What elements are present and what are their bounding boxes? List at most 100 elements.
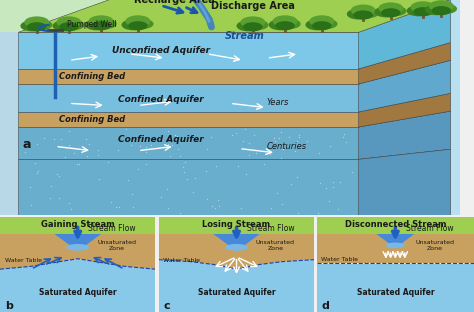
Point	[326, 199, 333, 204]
Text: Confining Bed: Confining Bed	[59, 72, 125, 81]
Point	[164, 48, 172, 53]
Point	[349, 46, 357, 51]
Point	[275, 136, 283, 141]
Point	[65, 143, 73, 148]
Polygon shape	[359, 111, 451, 159]
Point	[67, 207, 74, 212]
Circle shape	[407, 5, 430, 16]
Polygon shape	[159, 217, 314, 269]
Point	[171, 38, 179, 43]
Point	[112, 205, 120, 210]
Circle shape	[432, 6, 451, 15]
Point	[277, 155, 284, 160]
Polygon shape	[0, 217, 155, 269]
Point	[109, 39, 116, 44]
Point	[348, 169, 356, 174]
Point	[220, 86, 228, 91]
Point	[34, 142, 41, 147]
Text: Unsaturated
Zone: Unsaturated Zone	[415, 240, 454, 251]
Point	[278, 130, 285, 135]
Circle shape	[351, 5, 376, 16]
Point	[250, 133, 258, 138]
Point	[180, 170, 188, 175]
Text: Unsaturated
Zone: Unsaturated Zone	[256, 240, 295, 251]
Point	[176, 211, 183, 216]
Point	[277, 40, 285, 45]
Text: Years: Years	[267, 98, 289, 107]
Point	[99, 55, 107, 60]
Point	[211, 205, 219, 210]
Text: Confined Aquifer: Confined Aquifer	[118, 135, 204, 144]
Point	[98, 99, 105, 104]
Point	[46, 195, 54, 200]
Text: Stream Flow: Stream Flow	[88, 223, 136, 232]
Point	[235, 49, 242, 54]
Point	[208, 88, 216, 93]
Point	[65, 201, 73, 206]
Point	[246, 59, 254, 64]
Circle shape	[354, 10, 373, 20]
Polygon shape	[18, 0, 451, 32]
Circle shape	[89, 15, 114, 27]
Point	[29, 56, 36, 61]
Point	[283, 105, 291, 110]
Point	[143, 102, 150, 107]
Point	[272, 33, 279, 38]
Point	[322, 185, 330, 190]
Text: Disconnected Stream: Disconnected Stream	[345, 220, 446, 229]
Point	[143, 101, 151, 106]
Point	[271, 139, 279, 144]
Point	[77, 103, 84, 108]
Point	[275, 57, 283, 62]
Point	[324, 86, 332, 91]
Polygon shape	[213, 234, 260, 249]
Circle shape	[85, 19, 108, 30]
Point	[62, 145, 70, 150]
Point	[170, 102, 177, 107]
Point	[57, 137, 64, 142]
Circle shape	[27, 22, 46, 32]
Point	[183, 176, 191, 181]
Point	[237, 205, 245, 210]
Point	[62, 155, 69, 160]
Polygon shape	[376, 234, 414, 247]
Polygon shape	[0, 0, 460, 215]
Point	[245, 105, 252, 110]
Point	[174, 147, 182, 152]
Point	[182, 159, 189, 164]
Text: Water Table: Water Table	[164, 258, 201, 263]
Point	[70, 151, 78, 156]
Text: Stream Flow: Stream Flow	[406, 223, 454, 232]
Point	[202, 168, 210, 173]
Point	[164, 142, 172, 147]
Point	[273, 190, 281, 195]
Point	[37, 90, 45, 95]
Point	[232, 130, 240, 135]
Point	[270, 136, 278, 141]
Point	[164, 128, 172, 133]
Point	[127, 142, 135, 147]
Point	[292, 149, 299, 154]
Point	[314, 211, 322, 216]
Point	[101, 99, 109, 104]
Point	[26, 101, 34, 106]
Circle shape	[378, 2, 403, 14]
Point	[315, 151, 322, 156]
Point	[241, 36, 249, 41]
Point	[142, 144, 149, 149]
Point	[34, 105, 41, 110]
Point	[242, 172, 249, 177]
Circle shape	[273, 15, 298, 27]
Polygon shape	[317, 217, 474, 262]
Circle shape	[310, 15, 334, 27]
Point	[128, 192, 136, 197]
Point	[125, 106, 132, 111]
Point	[52, 94, 60, 99]
Point	[140, 41, 147, 46]
Point	[32, 160, 39, 165]
Point	[190, 189, 197, 194]
Point	[214, 197, 221, 202]
Point	[326, 144, 334, 149]
Point	[166, 154, 173, 159]
Point	[287, 182, 294, 187]
